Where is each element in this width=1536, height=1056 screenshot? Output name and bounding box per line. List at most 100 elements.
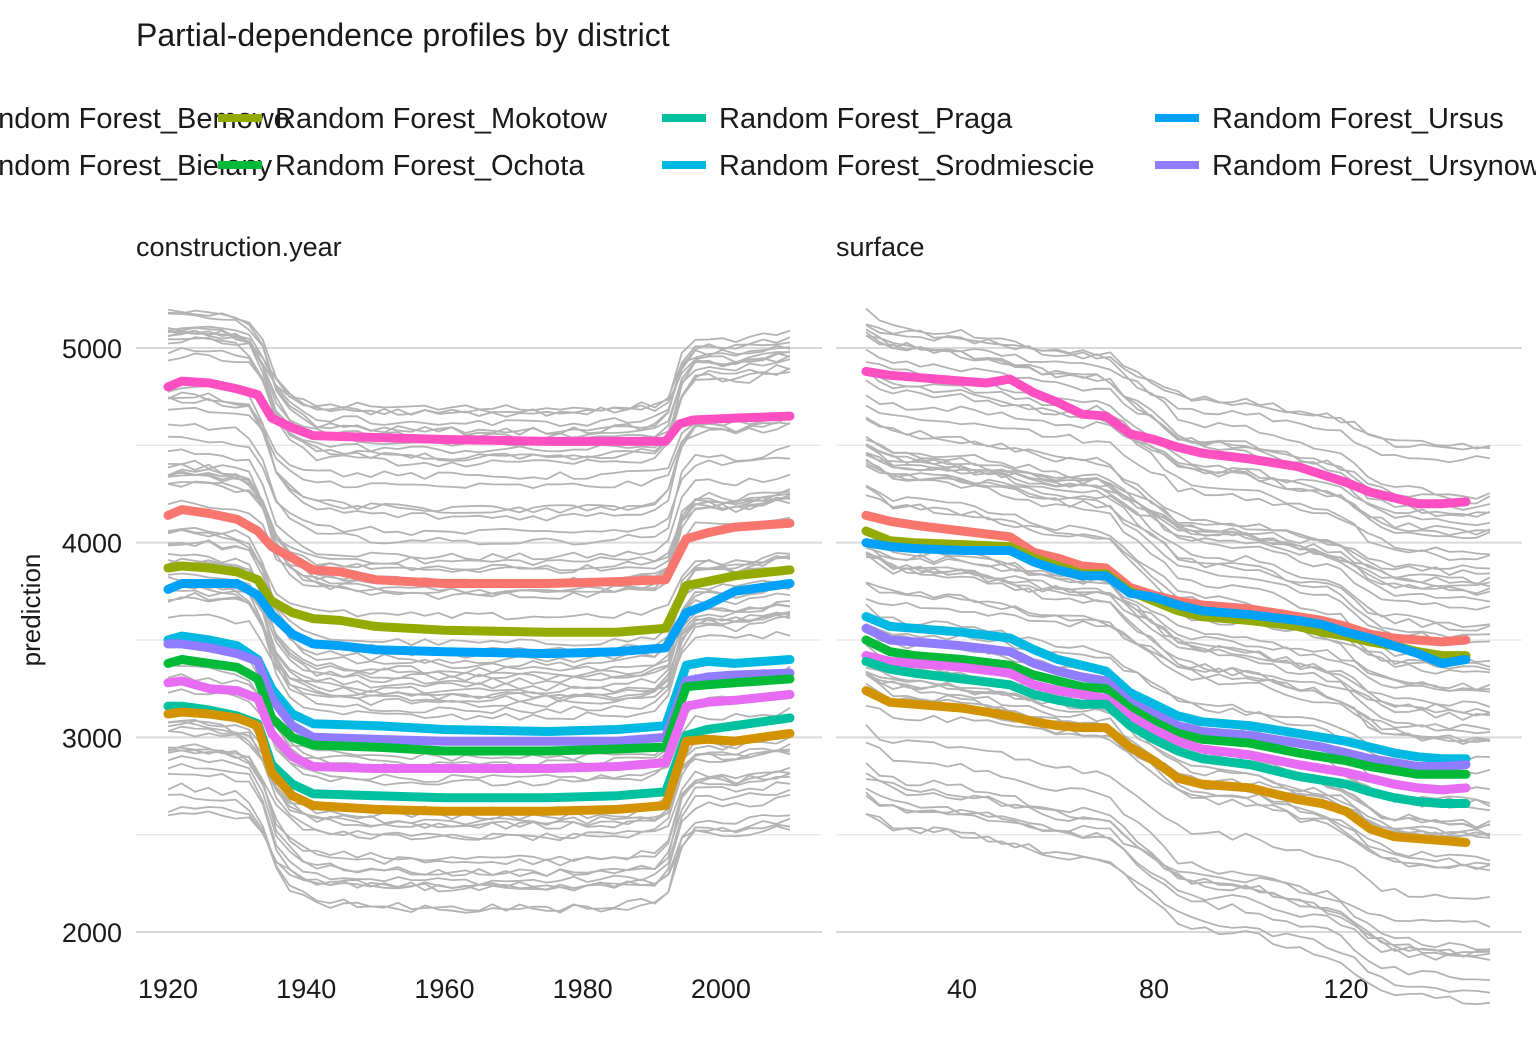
district-profile-line xyxy=(163,631,795,736)
grey-profile-line xyxy=(865,778,1491,956)
grey-profile-line xyxy=(865,813,1491,994)
district-profile-line xyxy=(163,561,795,637)
district-profile-line xyxy=(163,376,795,446)
grey-profile-line xyxy=(167,329,791,462)
legend: Random Forest_BemowoRandom Forest_Bielan… xyxy=(0,103,1536,182)
legend-label: Random Forest_Praga xyxy=(719,103,1013,135)
y-tick-label: 4000 xyxy=(62,529,122,559)
legend-label: Random Forest_Ursynow xyxy=(1212,150,1536,182)
legend-entry: Random Forest_Mokotow xyxy=(218,103,608,135)
grey-profile-line xyxy=(167,435,791,537)
grey-profile-line xyxy=(167,336,791,468)
x-tick-label: 80 xyxy=(1139,974,1169,1004)
district-profile-line xyxy=(163,655,795,756)
grey-profile-line xyxy=(167,481,791,575)
grey-profile-line xyxy=(865,369,1491,562)
x-tick-label: 1920 xyxy=(138,974,198,1004)
grey-profile-line xyxy=(167,559,791,679)
legend-label: Random Forest_Ochota xyxy=(275,150,585,182)
grey-profile-line xyxy=(865,462,1491,645)
grey-profile-line xyxy=(865,334,1491,518)
x-tick-label: 1980 xyxy=(553,974,613,1004)
grey-profile-line xyxy=(865,791,1491,961)
grey-profile-line xyxy=(167,589,791,721)
grey-profile-line xyxy=(167,422,791,546)
grey-profile-line xyxy=(865,460,1491,663)
grey-profile-line xyxy=(865,762,1491,958)
district-profile-line xyxy=(163,639,795,746)
legend-entry: Random Forest_Praga xyxy=(662,103,1013,135)
district-profile-line xyxy=(861,635,1471,779)
district-profile-line xyxy=(861,538,1471,668)
grey-profile-line xyxy=(167,325,791,428)
grey-profile-line xyxy=(865,328,1491,527)
grey-profile-line xyxy=(865,324,1491,450)
district-profile-line xyxy=(163,505,795,588)
district-profile-line xyxy=(861,686,1471,847)
grey-profile-line xyxy=(865,418,1491,603)
x-tick-label: 1960 xyxy=(414,974,474,1004)
grey-profile-line xyxy=(865,458,1491,632)
grey-profile-line xyxy=(167,326,791,461)
grey-profile-line xyxy=(167,596,791,695)
grey-profile-line xyxy=(167,748,791,863)
grey-profile-line xyxy=(167,773,791,893)
grey-profile-line xyxy=(167,782,791,912)
grey-profile-line xyxy=(865,553,1491,743)
grey-profile-line xyxy=(865,435,1491,611)
grey-profile-line xyxy=(865,741,1491,951)
grey-profile-line xyxy=(865,553,1491,742)
grey-profile-line xyxy=(167,755,791,877)
y-tick-label: 2000 xyxy=(62,918,122,948)
legend-label: Random Forest_Mokotow xyxy=(275,103,608,135)
y-tick-label: 3000 xyxy=(62,723,122,753)
grey-profile-line xyxy=(167,578,791,682)
grey-profile-line xyxy=(865,551,1491,693)
panels: construction.year 1920 1940 1960 1980 2000 sur… xyxy=(62,232,1522,1006)
legend-label: Random Forest_Ursus xyxy=(1212,103,1504,135)
grey-profile-line xyxy=(865,369,1491,540)
grey-profile-line xyxy=(865,451,1491,586)
legend-label: Random Forest_Srodmiescie xyxy=(719,150,1095,182)
grey-profile-line xyxy=(167,749,791,842)
district-profile-line xyxy=(861,612,1471,764)
grey-profile-line xyxy=(167,391,791,514)
grey-profile-line xyxy=(167,470,791,572)
district-profile-line xyxy=(861,623,1471,771)
panel-strip-label: surface xyxy=(836,232,925,262)
grey-profile-line xyxy=(865,379,1491,536)
panel-0: construction.year 1920 1940 1960 1980 2000 xyxy=(136,232,822,1004)
district-profile-line xyxy=(163,707,795,816)
district-profile-line xyxy=(861,366,1471,509)
y-axis-label: prediction xyxy=(16,554,46,667)
x-tick-label: 2000 xyxy=(691,974,751,1004)
x-tick-label: 1940 xyxy=(276,974,336,1004)
chart-title: Partial-dependence profiles by district xyxy=(136,17,670,53)
grey-profile-line xyxy=(167,730,791,829)
grey-profile-line xyxy=(865,794,1491,928)
district-profile-line xyxy=(163,579,795,659)
grey-profile-line xyxy=(865,666,1491,838)
grey-profile-line xyxy=(865,598,1491,717)
grey-profile-line xyxy=(865,556,1491,708)
legend-entry: Random Forest_Ochota xyxy=(218,150,585,182)
grey-profile-line xyxy=(865,484,1491,671)
panel-strip-label: construction.year xyxy=(136,232,342,262)
grey-profile-line xyxy=(865,724,1491,900)
legend-entry: Random Forest_Srodmiescie xyxy=(662,150,1095,182)
grey-profile-line xyxy=(865,331,1491,464)
grey-profile-line xyxy=(865,404,1491,556)
district-profile-line xyxy=(163,676,795,773)
grey-profile-line xyxy=(167,539,791,621)
grey-profile-line xyxy=(167,396,791,481)
grey-profile-line xyxy=(865,307,1491,500)
grey-profile-line xyxy=(865,323,1491,451)
legend-entry: Random Forest_Ursynow xyxy=(1155,150,1536,182)
x-tick-label: 40 xyxy=(947,974,977,1004)
legend-entry: Random Forest_Ursus xyxy=(1155,103,1504,135)
district-profile-line xyxy=(861,656,1471,808)
grey-profile-line xyxy=(865,673,1491,870)
grey-profile-line xyxy=(865,394,1491,518)
